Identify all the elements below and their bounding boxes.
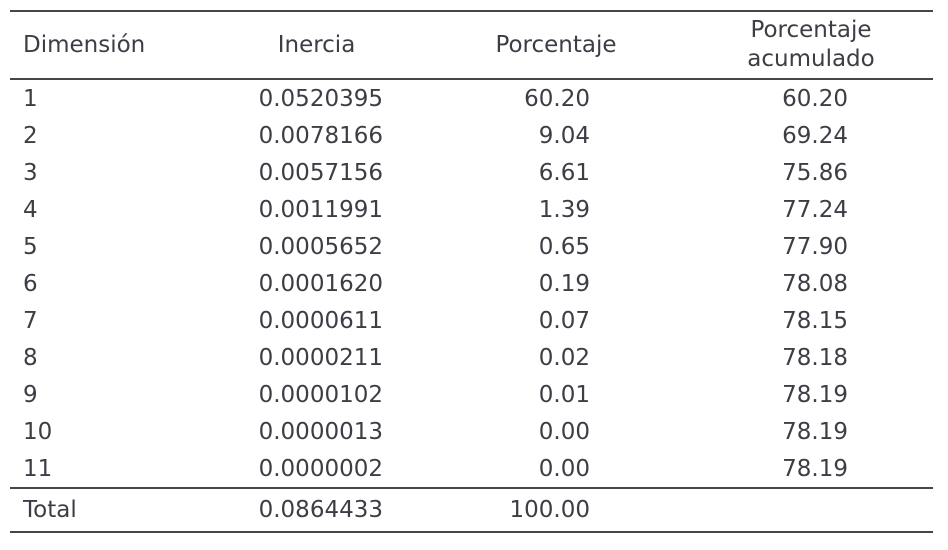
total-label: Total: [10, 487, 240, 533]
dimension-cell: 10: [23, 418, 53, 445]
column-header-percentage: Porcentaje: [393, 10, 719, 80]
table-body: 1 0.0520395 60.20 60.20 2 0.0078166 9.04 69.24 3…: [10, 79, 933, 488]
dimension-cell: 9: [23, 381, 38, 408]
column-header-inertia: Inercia: [240, 10, 393, 80]
percentage-cell: 1.39: [538, 196, 590, 223]
dimension-cell: 3: [23, 159, 38, 186]
dimension-cell: 7: [23, 307, 38, 334]
cumulative-percentage-cell: 60.20: [782, 85, 848, 112]
table-row: 7 0.0000611 0.07 78.15: [10, 302, 933, 339]
percentage-cell: 0.07: [538, 307, 590, 334]
percentage-cell: 0.00: [538, 418, 590, 445]
cumulative-percentage-cell: 78.15: [782, 307, 848, 334]
cumulative-percentage-cell: 77.24: [782, 196, 848, 223]
cumulative-percentage-cell: 78.19: [782, 418, 848, 445]
table-row: 11 0.0000002 0.00 78.19: [10, 450, 933, 488]
dimension-cell: 2: [23, 122, 38, 149]
cumulative-percentage-cell: 78.19: [782, 455, 848, 482]
column-header-dimension: Dimensión: [10, 10, 240, 80]
inertia-cell: 0.0078166: [258, 122, 383, 149]
dimension-cell: 4: [23, 196, 38, 223]
inertia-cell: 0.0520395: [258, 85, 383, 112]
table-row: 4 0.0011991 1.39 77.24: [10, 191, 933, 228]
dimension-cell: 8: [23, 344, 38, 371]
dimension-cell: 1: [23, 85, 38, 112]
dimension-cell: 5: [23, 233, 38, 260]
percentage-cell: 0.01: [538, 381, 590, 408]
inertia-cell: 0.0000211: [258, 344, 383, 371]
inertia-cell: 0.0011991: [258, 196, 383, 223]
total-cumulative-value: [719, 487, 933, 533]
table-row: 2 0.0078166 9.04 69.24: [10, 117, 933, 154]
table-row: 5 0.0005652 0.65 77.90: [10, 228, 933, 265]
table-row: 3 0.0057156 6.61 75.86: [10, 154, 933, 191]
inertia-cell: 0.0000102: [258, 381, 383, 408]
cumulative-percentage-cell: 78.08: [782, 270, 848, 297]
table-row: 9 0.0000102 0.01 78.19: [10, 376, 933, 413]
total-row: Total 0.0864433 100.00: [10, 487, 933, 533]
inertia-cell: 0.0000013: [258, 418, 383, 445]
percentage-cell: 9.04: [538, 122, 590, 149]
cumulative-percentage-cell: 75.86: [782, 159, 848, 186]
cumulative-percentage-cell: 69.24: [782, 122, 848, 149]
percentage-cell: 0.65: [538, 233, 590, 260]
inertia-cell: 0.0005652: [258, 233, 383, 260]
table-row: 10 0.0000013 0.00 78.19: [10, 413, 933, 450]
inertia-table: Dimensión Inercia Porcentaje Porcentaje …: [10, 10, 933, 533]
total-percentage-value: 100.00: [393, 487, 719, 533]
dimension-cell: 6: [23, 270, 38, 297]
percentage-cell: 6.61: [538, 159, 590, 186]
percentage-cell: 0.19: [538, 270, 590, 297]
percentage-cell: 0.02: [538, 344, 590, 371]
total-inertia-value: 0.0864433: [240, 487, 393, 533]
table-row: 6 0.0001620 0.19 78.08: [10, 265, 933, 302]
cumulative-percentage-cell: 78.19: [782, 381, 848, 408]
table-row: 1 0.0520395 60.20 60.20: [10, 79, 933, 117]
cumulative-percentage-cell: 78.18: [782, 344, 848, 371]
header-row: Dimensión Inercia Porcentaje Porcentaje …: [10, 10, 933, 80]
percentage-cell: 0.00: [538, 455, 590, 482]
inertia-cell: 0.0001620: [258, 270, 383, 297]
cumulative-percentage-cell: 77.90: [782, 233, 848, 260]
inertia-cell: 0.0000002: [258, 455, 383, 482]
inertia-cell: 0.0057156: [258, 159, 383, 186]
percentage-cell: 60.20: [524, 85, 590, 112]
inertia-cell: 0.0000611: [258, 307, 383, 334]
table-row: 8 0.0000211 0.02 78.18: [10, 339, 933, 376]
dimension-cell: 11: [23, 455, 53, 482]
column-header-cumulative-percentage: Porcentaje acumulado: [719, 10, 933, 80]
